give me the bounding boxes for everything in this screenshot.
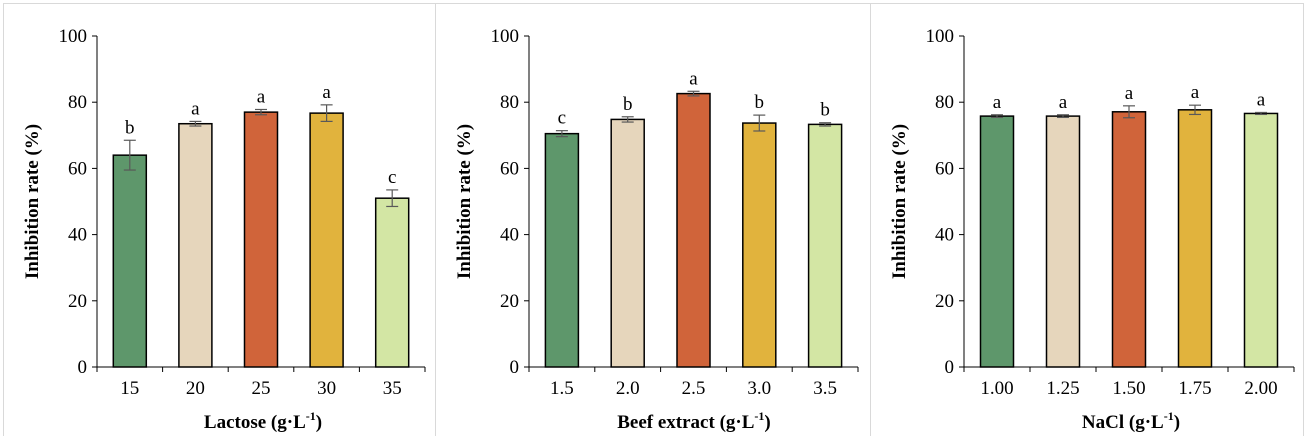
y-tick-label: 80 <box>500 92 519 113</box>
x-tick-label: 30 <box>317 378 336 399</box>
x-tick-label: 3.5 <box>813 378 837 399</box>
significance-letter: a <box>1257 89 1266 110</box>
bar-beef-extract-2.5 <box>676 92 711 368</box>
significance-letter: a <box>1059 92 1068 113</box>
x-tick-label: 15 <box>120 378 139 399</box>
significance-letter: b <box>820 100 830 121</box>
y-tick-label: 0 <box>510 357 520 378</box>
bar-lactose-35 <box>374 197 410 368</box>
bar-beef-extract-3.0 <box>742 122 777 368</box>
y-tick-label: 20 <box>500 291 519 312</box>
significance-letter: a <box>1125 83 1134 104</box>
y-tick-label: 100 <box>491 26 520 47</box>
y-tick-label: 40 <box>500 225 519 246</box>
panel-frame-beef-extract <box>435 3 871 436</box>
significance-letter: a <box>1191 82 1200 103</box>
x-axis-title-text: NaCl (g·L <box>1082 412 1164 433</box>
significance-letter: a <box>191 98 200 119</box>
x-tick-label: 1.75 <box>1178 378 1211 399</box>
bar-lactose-15 <box>112 154 148 368</box>
x-axis-title: Lactose (g·L-1) <box>204 409 322 433</box>
x-tick-label: 2.5 <box>682 378 706 399</box>
x-tick-label: 2.0 <box>616 378 640 399</box>
bar-nacl-2.00 <box>1243 112 1279 368</box>
x-axis-title: Beef extract (g·L-1) <box>617 409 770 433</box>
y-tick-label: 40 <box>68 225 87 246</box>
x-tick-label: 1.5 <box>550 378 574 399</box>
x-axis-title-text: Lactose (g·L <box>204 412 306 433</box>
chart-panel-lactose: 0 20 40 60 80 100 b 15 a 20 a 25 a 30 c 35 Inhibition ra… <box>22 26 426 433</box>
y-axis-title: Inhibition rate (%) <box>454 124 475 279</box>
significance-letter: a <box>322 82 331 103</box>
x-tick-label: 1.00 <box>980 378 1013 399</box>
y-tick-label: 60 <box>935 158 954 179</box>
bar-nacl-1.25 <box>1045 115 1081 368</box>
y-tick-label: 20 <box>935 291 954 312</box>
x-axis-title-close: ) <box>1174 412 1180 433</box>
significance-letter: b <box>755 92 765 113</box>
bar-beef-extract-2.0 <box>610 118 645 368</box>
x-axis-title: NaCl (g·L-1) <box>1082 409 1180 433</box>
y-tick-label: 60 <box>68 158 87 179</box>
x-tick-label: 2.00 <box>1244 378 1277 399</box>
y-tick-label: 0 <box>945 357 955 378</box>
y-tick-label: 20 <box>68 291 87 312</box>
y-tick-label: 100 <box>59 26 88 47</box>
chart-panel-beef-extract: 0 20 40 60 80 100 c 1.5 b 2.0 a 2.5 b 3.0 b 3.5 Inhibiti… <box>454 26 859 433</box>
y-tick-label: 100 <box>926 26 955 47</box>
y-axis-title: Inhibition rate (%) <box>22 124 43 279</box>
x-axis-title-superscript: -1 <box>306 409 316 423</box>
x-axis-title-superscript: -1 <box>754 409 764 423</box>
panel-frame-nacl <box>870 3 1304 436</box>
bar-lactose-25 <box>243 111 279 368</box>
bar-lactose-20 <box>178 122 213 368</box>
significance-letter: b <box>623 94 633 115</box>
panel-frame-lactose <box>3 3 436 436</box>
y-tick-label: 60 <box>500 158 519 179</box>
x-tick-label: 1.50 <box>1112 378 1145 399</box>
significance-letter: c <box>558 108 566 129</box>
x-axis-title-close: ) <box>316 412 322 433</box>
x-tick-label: 1.25 <box>1046 378 1079 399</box>
bar-nacl-1.75 <box>1177 109 1213 368</box>
bar-beef-extract-1.5 <box>544 132 580 368</box>
significance-letter: b <box>125 117 135 138</box>
significance-letter: a <box>689 68 698 89</box>
bar-nacl-1.50 <box>1111 111 1147 368</box>
x-tick-label: 35 <box>383 378 402 399</box>
y-tick-label: 0 <box>78 357 88 378</box>
y-axis-title: Inhibition rate (%) <box>889 124 910 279</box>
x-tick-label: 25 <box>252 378 271 399</box>
x-tick-label: 3.0 <box>747 378 771 399</box>
x-tick-label: 20 <box>186 378 205 399</box>
x-axis-title-superscript: -1 <box>1164 409 1174 423</box>
significance-letter: a <box>993 92 1002 113</box>
y-tick-label: 80 <box>935 92 954 113</box>
x-axis-title-text: Beef extract (g·L <box>617 412 754 433</box>
bar-beef-extract-3.5 <box>807 123 843 368</box>
bar-nacl-1.00 <box>979 115 1015 368</box>
chart-panel-nacl: 0 20 40 60 80 100 a 1.00 a 1.25 a 1.50 a 1.75 a 2.00 Inh… <box>889 26 1295 433</box>
significance-letter: a <box>257 86 266 107</box>
x-axis-title-close: ) <box>764 412 770 433</box>
significance-letter: c <box>388 167 396 188</box>
y-tick-label: 80 <box>68 92 87 113</box>
bar-lactose-30 <box>309 112 344 368</box>
y-tick-label: 40 <box>935 225 954 246</box>
